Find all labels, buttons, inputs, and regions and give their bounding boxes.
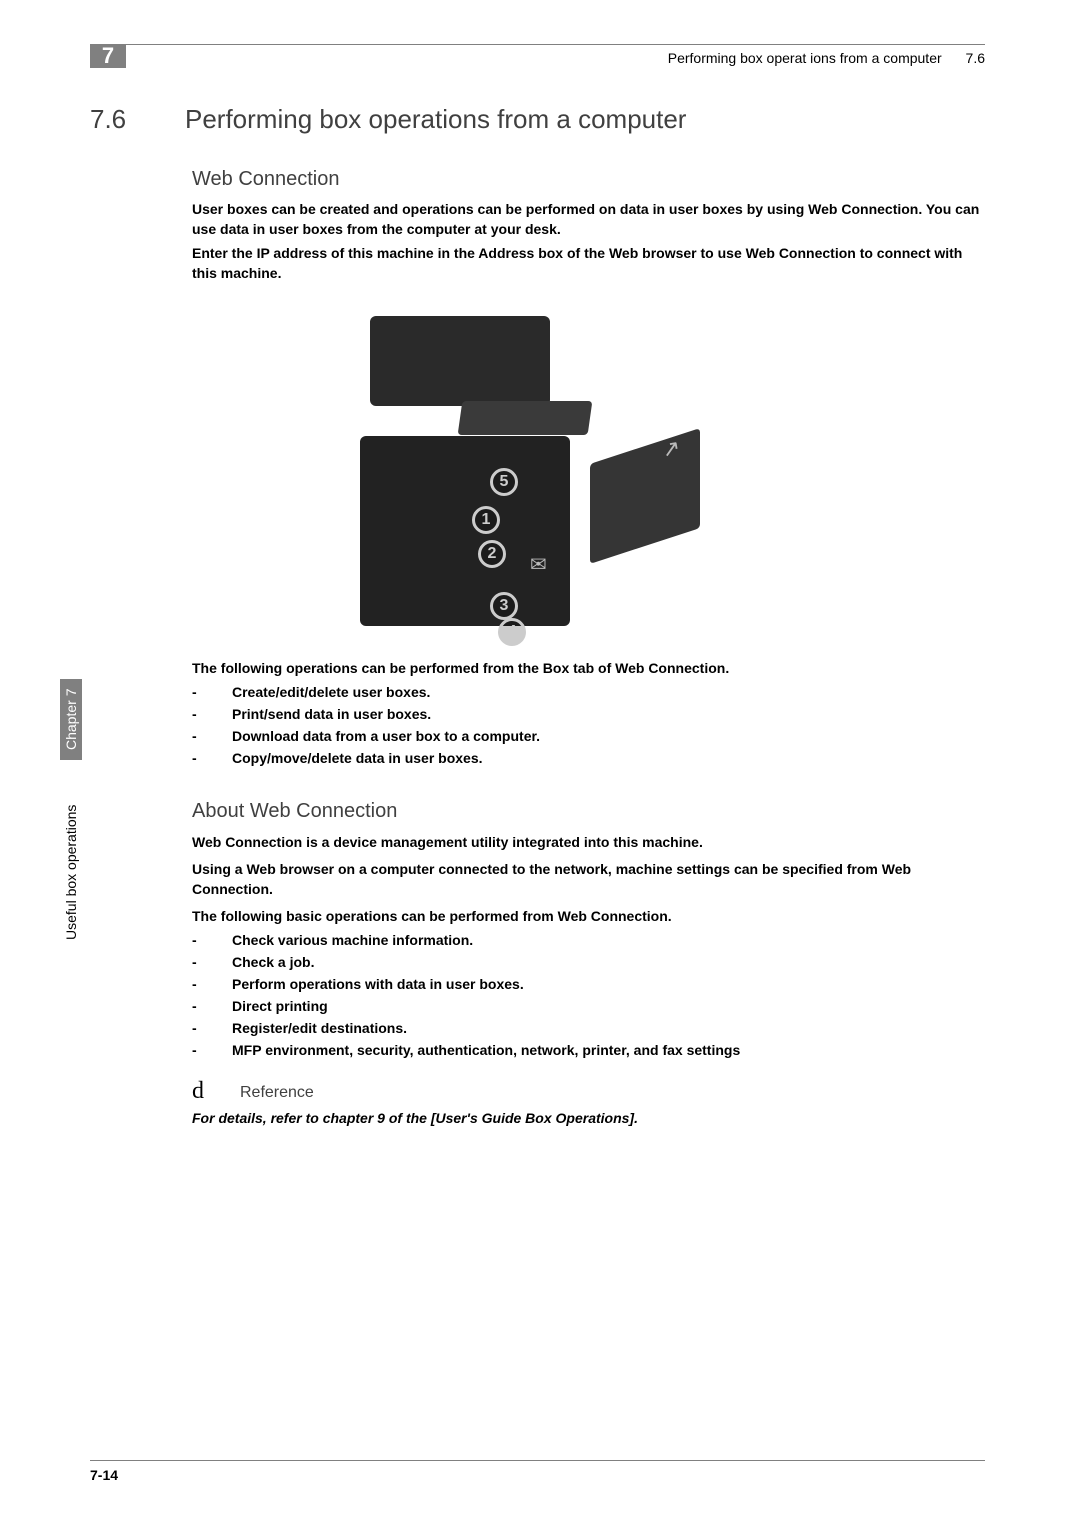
chapter-tab: 7 [90, 44, 126, 68]
envelope-icon: ✉ [530, 552, 547, 577]
mfp-illustration: ↗ 5 1 2 ✉ 3 4 [276, 300, 684, 636]
list-item: Perform operations with data in user box… [192, 976, 740, 992]
mfp-cabinet [360, 436, 570, 626]
page-number: 7-14 [90, 1467, 118, 1483]
paragraph: Enter the IP address of this machine in … [192, 244, 985, 283]
list-item: MFP environment, security, authenticatio… [192, 1042, 740, 1058]
header-rule [90, 44, 985, 45]
list-item: Print/send data in user boxes. [192, 706, 540, 722]
mfp-top [370, 316, 550, 406]
subheading-web-connection: Web Connection [192, 168, 340, 191]
side-tab-chapter: Chapter 7 [60, 679, 82, 760]
callout-1: 1 [472, 506, 500, 534]
mfp-panel [458, 401, 593, 435]
paragraph: The following operations can be performe… [192, 660, 729, 676]
paragraph: Using a Web browser on a computer connec… [192, 860, 985, 899]
section-number: 7.6 [90, 104, 126, 135]
subheading-about: About Web Connection [192, 800, 397, 823]
paragraph: Web Connection is a device management ut… [192, 834, 703, 850]
reference-symbol-icon: d [192, 1078, 204, 1105]
list-item: Download data from a user box to a compu… [192, 728, 540, 744]
bullet-list: Create/edit/delete user boxes. Print/sen… [192, 684, 540, 772]
bullet-list: Check various machine information. Check… [192, 932, 740, 1064]
callout-3: 3 [490, 592, 518, 620]
list-item: Register/edit destinations. [192, 1020, 740, 1036]
callout-2: 2 [478, 540, 506, 568]
callout-4: 4 [498, 618, 526, 646]
list-item: Check a job. [192, 954, 740, 970]
mfp-tray [590, 428, 700, 564]
reference-text: For details, refer to chapter 9 of the [… [192, 1110, 638, 1126]
paragraph: The following basic operations can be pe… [192, 908, 672, 924]
mfp-body: ↗ 5 1 2 ✉ 3 4 [330, 316, 630, 636]
running-header: Performing box operat ions from a comput… [668, 50, 985, 66]
running-title: Performing box operat ions from a comput… [668, 50, 942, 66]
list-item: Create/edit/delete user boxes. [192, 684, 540, 700]
list-item: Check various machine information. [192, 932, 740, 948]
callout-5: 5 [490, 468, 518, 496]
section-title: Performing box operations from a compute… [185, 104, 686, 135]
paragraph: User boxes can be created and operations… [192, 200, 985, 239]
list-item: Direct printing [192, 998, 740, 1014]
side-tab-title: Useful box operations [60, 805, 82, 940]
reference-heading: Reference [240, 1084, 314, 1102]
running-secnum: 7.6 [966, 50, 985, 66]
output-arrow-icon: ↗ [659, 435, 682, 464]
list-item: Copy/move/delete data in user boxes. [192, 750, 540, 766]
footer-rule [90, 1460, 985, 1461]
